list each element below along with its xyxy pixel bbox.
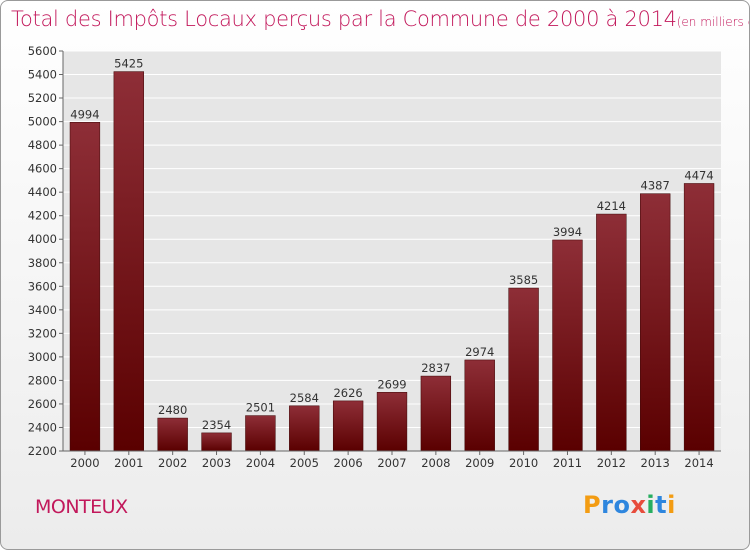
bar-2005	[289, 405, 320, 452]
data-label-2013: 4387	[641, 179, 670, 193]
data-label-2007: 2699	[377, 377, 406, 391]
logo-letter: P	[583, 491, 602, 519]
y-tick-label: 5600	[28, 44, 57, 58]
logo-letter: r	[601, 491, 614, 519]
data-label-2012: 4214	[597, 199, 626, 213]
data-label-2008: 2837	[421, 361, 450, 375]
x-tick-label: 2006	[333, 456, 362, 470]
bar-2013	[640, 193, 671, 452]
bar-2010	[508, 287, 539, 452]
x-tick-label: 2003	[202, 456, 231, 470]
bar-2000	[69, 122, 101, 452]
x-tick-label: 2001	[114, 456, 143, 470]
logo-letter: i	[667, 491, 676, 519]
y-tick-label: 5200	[28, 91, 57, 105]
bar-2003	[201, 432, 232, 452]
bar-2002	[157, 417, 188, 452]
y-tick-label: 4000	[28, 232, 57, 246]
x-tick-label: 2000	[70, 456, 99, 470]
y-tick-label: 3200	[28, 326, 57, 340]
data-label-2014: 4474	[684, 168, 713, 182]
data-label-2010: 3585	[509, 273, 538, 287]
data-label-2003: 2354	[202, 418, 231, 432]
logo-letter: o	[613, 491, 631, 519]
bar-2009	[464, 359, 495, 452]
y-tick-label: 3000	[28, 350, 57, 364]
x-tick-label: 2011	[553, 456, 582, 470]
x-tick-label: 2008	[421, 456, 450, 470]
data-label-2009: 2974	[465, 345, 494, 359]
y-tick-label: 4800	[28, 138, 57, 152]
chart-title-unit: (en milliers d'€)	[676, 15, 749, 29]
commune-name: MONTEUX	[35, 496, 128, 518]
proxiti-logo[interactable]: Proxiti	[583, 491, 676, 519]
x-tick-label: 2013	[641, 456, 670, 470]
y-tick-label: 2200	[28, 444, 57, 458]
y-tick-label: 4200	[28, 209, 57, 223]
data-label-2002: 2480	[158, 403, 187, 417]
y-tick-label: 4600	[28, 162, 57, 176]
data-label-2000: 4994	[70, 107, 99, 121]
bars: 4994 5425 2480 2354 2501 2584 2626 2699 2837 2974…	[69, 57, 715, 452]
x-axis: 2000 2001 2002 2003 2004 2005 2006 2007 2008 2009…	[63, 450, 721, 470]
y-tick-label: 2600	[28, 397, 57, 411]
y-tick-label: 3800	[28, 256, 57, 270]
y-tick-label: 2400	[28, 420, 57, 434]
data-label-2004: 2501	[246, 401, 275, 415]
bar-2014	[683, 183, 715, 452]
data-label-2006: 2626	[333, 386, 362, 400]
data-label-2001: 5425	[114, 57, 143, 71]
bar-2006	[332, 400, 364, 452]
bar-2008	[420, 375, 452, 452]
x-tick-label: 2004	[246, 456, 275, 470]
y-tick-label: 5000	[28, 115, 57, 129]
x-tick-label: 2012	[597, 456, 626, 470]
logo-letter: t	[655, 491, 668, 519]
y-tick-label: 3600	[28, 279, 57, 293]
bar-2001	[113, 71, 144, 452]
x-tick-label: 2010	[509, 456, 538, 470]
x-tick-label: 2007	[377, 456, 406, 470]
logo-letter: i	[646, 491, 656, 519]
y-tick-label: 3400	[28, 303, 57, 317]
y-tick-label: 2800	[28, 373, 57, 387]
y-axis: 2200 2400 2600 2800 3000 3200 3400 3600 3800 4000…	[28, 44, 64, 458]
x-tick-label: 2005	[290, 456, 319, 470]
data-label-2005: 2584	[290, 391, 319, 405]
y-tick-label: 4400	[28, 185, 57, 199]
bar-2004	[245, 415, 276, 452]
data-label-2011: 3994	[553, 225, 582, 239]
chart-title-main: Total des Impôts Locaux perçus par la Co…	[11, 7, 677, 31]
logo-letter: x	[630, 491, 647, 519]
bar-2007	[376, 392, 408, 452]
y-tick-label: 5400	[28, 68, 57, 82]
bar-2011	[552, 239, 583, 452]
x-tick-label: 2002	[158, 456, 187, 470]
x-tick-label: 2009	[465, 456, 494, 470]
chart-title: Total des Impôts Locaux perçus par la Co…	[11, 7, 749, 31]
x-tick-label: 2014	[684, 456, 713, 470]
bar-2012	[596, 213, 627, 452]
